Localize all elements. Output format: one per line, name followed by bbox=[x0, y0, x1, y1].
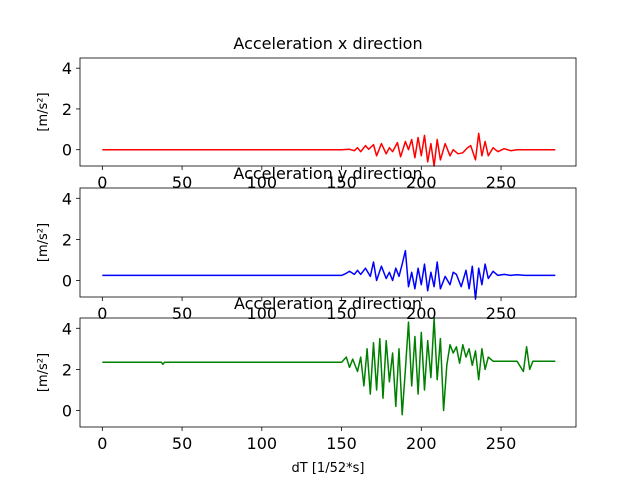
y-tick-label: 2 bbox=[62, 230, 72, 249]
y-tick-label: 0 bbox=[62, 141, 72, 160]
series-line-2 bbox=[102, 249, 556, 300]
y-axis-label-2: [m/s²] bbox=[36, 223, 51, 262]
axes-frame-3 bbox=[79, 317, 577, 428]
y-axis-label-3: [m/s²] bbox=[36, 353, 51, 392]
x-tick-label: 250 bbox=[486, 434, 517, 453]
x-tick-label: 50 bbox=[172, 304, 192, 323]
chart-title-2: Acceleration y direction bbox=[233, 164, 422, 183]
y-tick-label: 0 bbox=[62, 272, 72, 291]
y-tick-label: 2 bbox=[62, 100, 72, 119]
chart-title-3: Acceleration z direction bbox=[234, 294, 422, 313]
y-tick-label: 4 bbox=[62, 319, 72, 338]
axes-frame-1 bbox=[79, 57, 577, 167]
series-line-1 bbox=[102, 132, 556, 167]
x-tick-label: 200 bbox=[406, 173, 437, 192]
x-tick-label: 0 bbox=[97, 434, 107, 453]
x-tick-label: 50 bbox=[172, 173, 192, 192]
x-axis-label: dT [1/52*s] bbox=[292, 461, 365, 476]
x-tick-label: 50 bbox=[172, 434, 192, 453]
y-axis-label-1: [m/s²] bbox=[36, 92, 51, 131]
x-tick-label: 100 bbox=[247, 173, 278, 192]
x-tick-label: 250 bbox=[486, 304, 517, 323]
x-tick-label: 150 bbox=[326, 434, 357, 453]
y-tick-label: 4 bbox=[62, 59, 72, 78]
axes-frame-2 bbox=[79, 187, 577, 298]
series-line-3 bbox=[102, 317, 556, 416]
x-tick-label: 250 bbox=[486, 173, 517, 192]
x-tick-label: 0 bbox=[97, 304, 107, 323]
x-tick-label: 100 bbox=[247, 434, 278, 453]
y-tick-label: 2 bbox=[62, 360, 72, 379]
x-tick-label: 0 bbox=[97, 173, 107, 192]
x-tick-label: 150 bbox=[326, 173, 357, 192]
y-tick-label: 4 bbox=[62, 189, 72, 208]
y-tick-label: 0 bbox=[62, 402, 72, 421]
chart-title-1: Acceleration x direction bbox=[233, 34, 422, 53]
x-tick-label: 200 bbox=[406, 434, 437, 453]
